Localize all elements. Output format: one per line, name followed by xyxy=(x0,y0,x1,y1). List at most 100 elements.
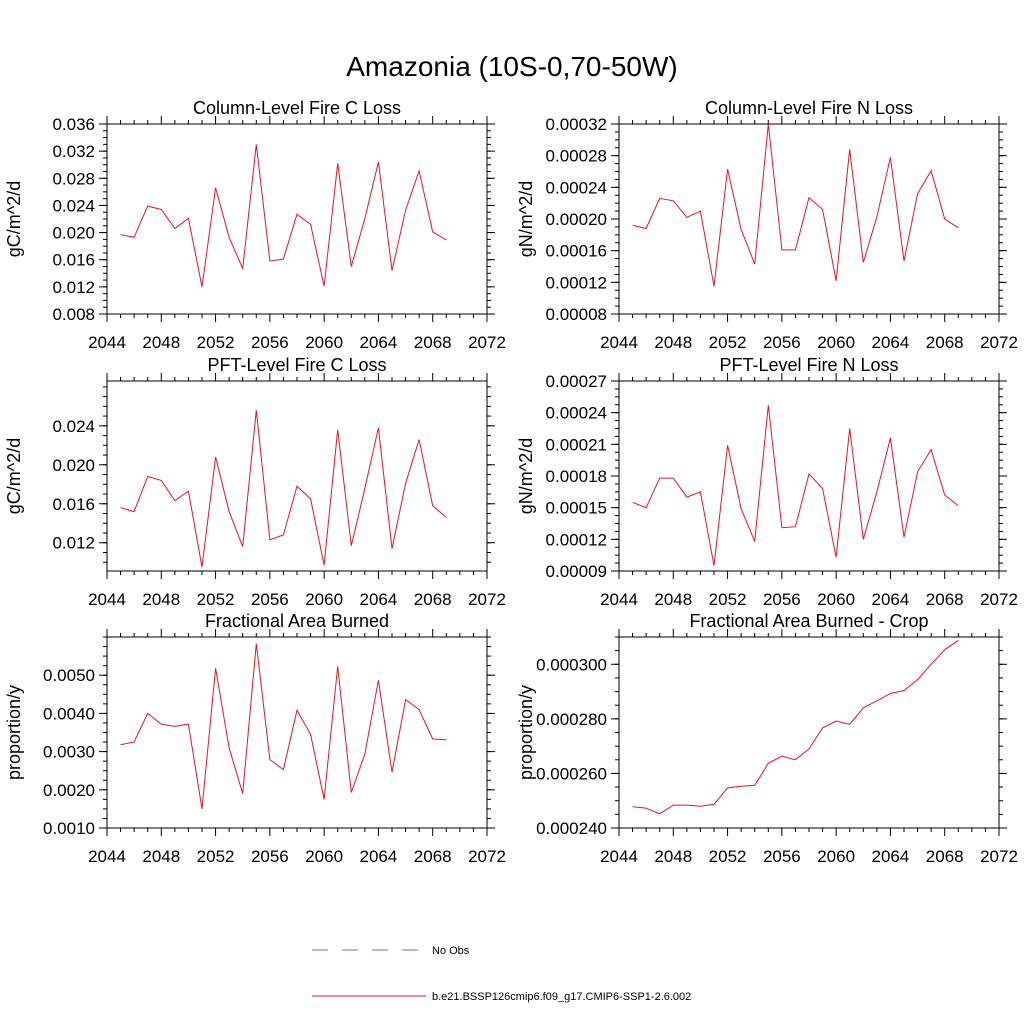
x-tick-label: 2044 xyxy=(600,847,638,866)
series-line xyxy=(632,639,959,815)
x-tick-label: 2064 xyxy=(360,333,398,352)
x-tick-label: 2048 xyxy=(142,847,180,866)
x-tick-label: 2048 xyxy=(142,590,180,609)
chart-panel: PFT-Level Fire N Loss gN/m^2/d 2044 2048 205… xyxy=(516,355,1018,609)
y-tick-label: 0.000260 xyxy=(536,764,607,783)
y-tick-label: 0.016 xyxy=(52,251,95,270)
x-tick-label: 2060 xyxy=(305,333,343,352)
y-tick-label: 0.0020 xyxy=(43,781,95,800)
y-tick-label: 0.012 xyxy=(52,534,95,553)
x-tick-label: 2068 xyxy=(926,333,964,352)
series-line xyxy=(632,405,959,566)
x-tick-label: 2072 xyxy=(468,847,506,866)
y-tick-label: 0.032 xyxy=(52,142,95,161)
x-tick-label: 2044 xyxy=(600,590,638,609)
chart-panel: PFT-Level Fire C Loss gC/m^2/d 2044 2048 205… xyxy=(4,355,506,609)
x-tick-label: 2048 xyxy=(654,590,692,609)
x-tick-label: 2072 xyxy=(468,333,506,352)
y-tick-label: 0.020 xyxy=(52,456,95,475)
y-tick-label: 0.008 xyxy=(52,305,95,324)
x-tick-label: 2064 xyxy=(360,847,398,866)
series-line xyxy=(120,643,447,809)
y-tick-label: 0.0040 xyxy=(43,704,95,723)
y-tick-label: 0.000240 xyxy=(536,819,607,838)
x-tick-label: 2068 xyxy=(414,333,452,352)
y-tick-label: 0.036 xyxy=(52,115,95,134)
x-tick-label: 2056 xyxy=(251,847,289,866)
x-tick-label: 2048 xyxy=(142,333,180,352)
x-tick-label: 2056 xyxy=(763,333,801,352)
plot-frame xyxy=(618,380,1000,572)
plot-frame xyxy=(618,636,1000,829)
x-tick-label: 2044 xyxy=(88,333,126,352)
y-tick-label: 0.00012 xyxy=(546,273,607,292)
x-tick-label: 2068 xyxy=(926,847,964,866)
x-tick-label: 2056 xyxy=(251,333,289,352)
x-tick-label: 2068 xyxy=(414,847,452,866)
x-tick-label: 2064 xyxy=(872,847,910,866)
y-tick-label: 0.024 xyxy=(52,417,95,436)
x-tick-label: 2060 xyxy=(817,590,855,609)
panel-title: Column-Level Fire C Loss xyxy=(193,98,401,118)
legend-series-label: b.e21.BSSP126cmip6.f09_g17.CMIP6-SSP1-2.… xyxy=(432,991,691,1003)
x-tick-label: 2052 xyxy=(197,333,235,352)
panel-title: PFT-Level Fire C Loss xyxy=(207,355,386,375)
y-axis-label: gN/m^2/d xyxy=(516,181,536,257)
x-tick-label: 2048 xyxy=(654,847,692,866)
y-tick-label: 0.00027 xyxy=(546,372,607,391)
x-tick-label: 2060 xyxy=(817,847,855,866)
y-tick-label: 0.00008 xyxy=(546,305,607,324)
x-tick-label: 2052 xyxy=(709,333,747,352)
panel-title: Fractional Area Burned xyxy=(205,611,389,631)
plot-frame xyxy=(618,123,1000,315)
x-tick-label: 2072 xyxy=(468,590,506,609)
x-tick-label: 2072 xyxy=(980,590,1018,609)
y-tick-label: 0.0010 xyxy=(43,819,95,838)
x-tick-label: 2064 xyxy=(360,590,398,609)
series-line xyxy=(120,410,447,568)
chart-panel: Column-Level Fire C Loss gC/m^2/d 2044 2048… xyxy=(4,98,506,352)
x-tick-label: 2044 xyxy=(600,333,638,352)
x-tick-label: 2052 xyxy=(197,590,235,609)
chart-panel: Fractional Area Burned - Crop proportion/… xyxy=(516,611,1018,866)
y-tick-label: 0.000300 xyxy=(536,655,607,674)
y-axis-label: proportion/y xyxy=(516,685,536,780)
x-tick-label: 2060 xyxy=(305,847,343,866)
y-tick-label: 0.016 xyxy=(52,495,95,514)
x-tick-label: 2052 xyxy=(709,590,747,609)
panel-title: Fractional Area Burned - Crop xyxy=(689,611,928,631)
x-tick-label: 2056 xyxy=(763,847,801,866)
y-tick-label: 0.000280 xyxy=(536,710,607,729)
x-tick-label: 2056 xyxy=(251,590,289,609)
x-tick-label: 2044 xyxy=(88,847,126,866)
y-tick-label: 0.00012 xyxy=(546,530,607,549)
y-tick-label: 0.00020 xyxy=(546,210,607,229)
x-tick-label: 2060 xyxy=(305,590,343,609)
x-tick-label: 2072 xyxy=(980,333,1018,352)
y-tick-label: 0.0050 xyxy=(43,666,95,685)
y-tick-label: 0.00021 xyxy=(546,435,607,454)
x-tick-label: 2064 xyxy=(872,590,910,609)
x-tick-label: 2052 xyxy=(709,847,747,866)
x-tick-label: 2072 xyxy=(980,847,1018,866)
y-tick-label: 0.028 xyxy=(52,169,95,188)
y-tick-label: 0.00028 xyxy=(546,147,607,166)
x-tick-label: 2052 xyxy=(197,847,235,866)
chart-panel: Fractional Area Burned proportion/y 2044 20… xyxy=(4,611,506,866)
x-tick-label: 2064 xyxy=(872,333,910,352)
y-tick-label: 0.024 xyxy=(52,196,95,215)
x-tick-label: 2048 xyxy=(654,333,692,352)
y-axis-label: proportion/y xyxy=(4,685,24,780)
legend: No Obs b.e21.BSSP126cmip6.f09_g17.CMIP6-… xyxy=(312,945,691,1003)
y-tick-label: 0.00009 xyxy=(546,562,607,581)
main-title: Amazonia (10S-0,70-50W) xyxy=(346,51,677,82)
legend-obs-label: No Obs xyxy=(432,945,470,957)
y-tick-label: 0.012 xyxy=(52,278,95,297)
series-line xyxy=(120,144,447,287)
y-tick-label: 0.00024 xyxy=(546,404,607,423)
y-tick-label: 0.00024 xyxy=(546,178,607,197)
y-tick-label: 0.020 xyxy=(52,224,95,243)
panel-title: PFT-Level Fire N Loss xyxy=(719,355,898,375)
y-tick-label: 0.00018 xyxy=(546,467,607,486)
